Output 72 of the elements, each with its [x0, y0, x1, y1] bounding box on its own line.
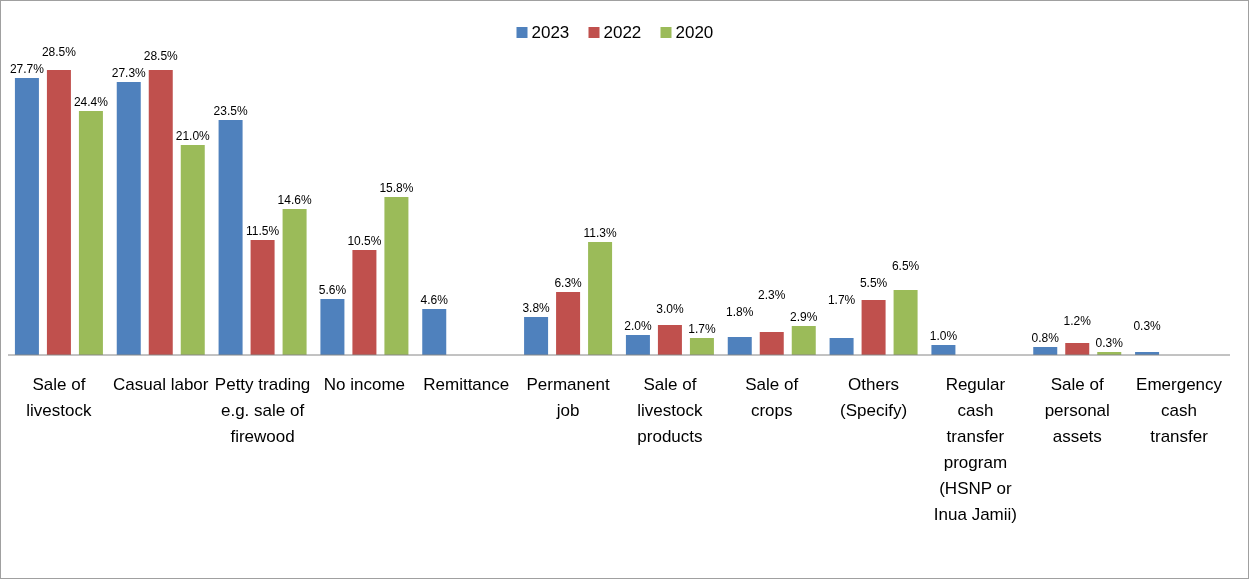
- bar: [180, 145, 205, 355]
- bar: [218, 120, 243, 355]
- data-label: 4.6%: [420, 293, 449, 307]
- bar: [14, 78, 39, 355]
- x-tick-label: Casual labor: [113, 375, 209, 394]
- x-tick-label: Petty trading e.g. sale of firewood: [214, 375, 311, 446]
- data-label: 6.3%: [554, 276, 583, 290]
- data-label: 1.7%: [827, 293, 856, 307]
- x-tick-label: Sale of crops: [745, 375, 799, 420]
- data-label: 10.5%: [347, 234, 382, 248]
- data-label: 0.3%: [1095, 336, 1124, 350]
- bar: [588, 242, 613, 355]
- bar: [116, 82, 141, 355]
- bar: [320, 299, 345, 355]
- data-label: 27.7%: [9, 62, 45, 76]
- data-label: 1.7%: [688, 322, 716, 336]
- bar: [931, 345, 956, 355]
- data-label: 11.3%: [583, 226, 617, 240]
- bar: [282, 209, 307, 355]
- x-tick-label: Permanent job: [526, 375, 610, 420]
- data-label: 3.8%: [522, 301, 551, 315]
- bar: [524, 317, 549, 355]
- x-tick-label: Sale of livestock products: [637, 375, 704, 446]
- data-label: 6.5%: [891, 259, 920, 273]
- data-label: 0.8%: [1031, 331, 1060, 345]
- data-label: 5.5%: [859, 276, 888, 290]
- x-tick-label: Regular cash transfer program (HSNP or Inua Jamii): [933, 375, 1017, 524]
- data-label: 28.5%: [143, 49, 179, 63]
- bar: [250, 240, 275, 355]
- x-tick-label: Emergency cash transfer: [1136, 375, 1223, 446]
- x-tick-label: No income: [323, 375, 406, 394]
- legend-label: 2023: [531, 23, 570, 42]
- bar: [384, 197, 409, 355]
- data-label: 0.3%: [1133, 319, 1162, 333]
- x-tick-label: Sale of personal assets: [1044, 375, 1110, 446]
- data-label: 21.0%: [175, 129, 211, 143]
- bar: [148, 70, 173, 355]
- data-label: 1.8%: [726, 305, 754, 319]
- data-label: 2.3%: [758, 288, 786, 302]
- bar: [352, 250, 377, 355]
- bar: [1065, 343, 1090, 355]
- bar: [791, 326, 816, 355]
- bar: [861, 300, 886, 355]
- bar: [759, 332, 784, 355]
- x-tick-label: Remittance: [423, 375, 510, 394]
- x-tick-label: Sale of livestock: [26, 375, 93, 420]
- bar: [422, 309, 447, 355]
- bar: [727, 337, 752, 355]
- data-label: 23.5%: [213, 104, 248, 118]
- data-label: 24.4%: [73, 95, 109, 109]
- bar: [829, 338, 854, 355]
- bar: [78, 111, 103, 355]
- bar: [657, 325, 682, 355]
- legend-label: 2020: [675, 23, 714, 42]
- data-label: 1.2%: [1063, 314, 1092, 328]
- x-tick-label: Others (Specify): [840, 375, 908, 420]
- data-label: 27.3%: [111, 66, 147, 80]
- data-label: 3.0%: [656, 302, 684, 316]
- data-label: 15.8%: [379, 181, 414, 195]
- data-label: 5.6%: [318, 283, 347, 297]
- data-label: 11.5%: [246, 224, 280, 238]
- data-label: 2.9%: [790, 310, 818, 324]
- data-label: 28.5%: [41, 45, 77, 59]
- bar: [556, 292, 581, 355]
- data-label: 2.0%: [624, 319, 652, 333]
- bar: [893, 290, 918, 355]
- bar: [46, 70, 71, 355]
- bar: [625, 335, 650, 355]
- bar: [689, 338, 714, 355]
- data-label: 1.0%: [929, 329, 958, 343]
- data-label: 14.6%: [277, 193, 312, 207]
- legend-label: 2022: [603, 23, 642, 42]
